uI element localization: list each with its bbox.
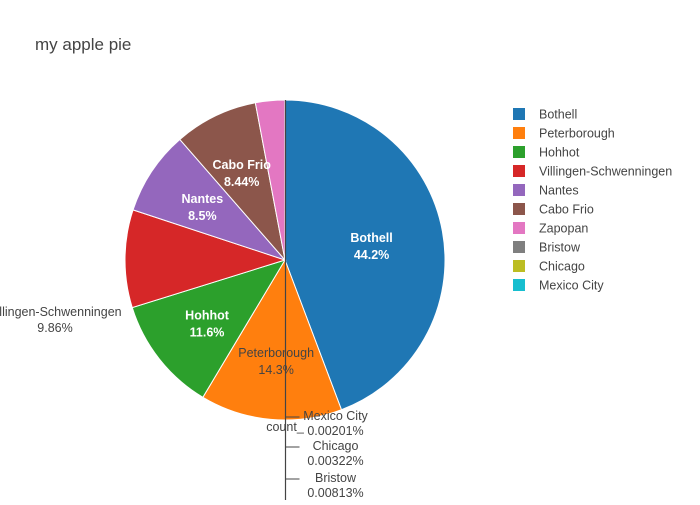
slice-label-mexico-city: Mexico City <box>303 409 368 423</box>
legend-swatch <box>513 222 525 234</box>
slice-label-nantes: Nantes <box>182 192 224 206</box>
legend-swatch <box>513 241 525 253</box>
legend-swatch <box>513 184 525 196</box>
legend-label: Hohhot <box>539 146 580 160</box>
legend-item-bothell[interactable]: Bothell <box>513 108 577 122</box>
legend-item-hohhot[interactable]: Hohhot <box>513 146 580 160</box>
slice-label-cabo-frio: Cabo Frio <box>213 158 272 172</box>
slice-percent-villingen-schwenningen: 9.86% <box>37 321 72 335</box>
slice-percent-chicago: 0.00322% <box>307 454 363 468</box>
legend-label: Bristow <box>539 241 581 255</box>
legend-label: Bothell <box>539 108 577 122</box>
chart-title: my apple pie <box>35 35 131 54</box>
legend-label: Nantes <box>539 184 579 198</box>
legend[interactable]: Bothell Peterborough Hohhot Villingen-Schwe… <box>513 108 672 293</box>
slice-percent-cabo-frio: 8.44% <box>224 175 259 189</box>
legend-swatch <box>513 279 525 291</box>
legend-label: Peterborough <box>539 127 615 141</box>
slice-label-bothell: Bothell <box>350 231 392 245</box>
slice-percent-hohhot: 11.6% <box>190 325 225 339</box>
legend-item-mexico-city[interactable]: Mexico City <box>513 279 604 293</box>
slice-label-villingen-schwenningen: Villingen-Schwenningen <box>0 305 122 319</box>
legend-swatch <box>513 203 525 215</box>
slice-label-bristow: Bristow <box>315 471 357 485</box>
slice-label-peterborough: Peterborough <box>238 346 314 360</box>
legend-swatch <box>513 260 525 272</box>
legend-swatch <box>513 108 525 120</box>
legend-item-bristow[interactable]: Bristow <box>513 241 581 255</box>
legend-item-zapopan[interactable]: Zapopan <box>513 222 588 236</box>
slice-percent-bristow: 0.00813% <box>307 486 363 500</box>
slice-percent-nantes: 8.5% <box>188 209 217 223</box>
legend-swatch <box>513 146 525 158</box>
legend-label: Zapopan <box>539 222 588 236</box>
slice-percent-peterborough: 14.3% <box>258 363 293 377</box>
legend-item-cabo-frio[interactable]: Cabo Frio <box>513 203 594 217</box>
legend-label: Chicago <box>539 260 585 274</box>
legend-item-peterborough[interactable]: Peterborough <box>513 127 615 141</box>
legend-label: Mexico City <box>539 279 604 293</box>
legend-item-villingen-schwenningen[interactable]: Villingen-Schwenningen <box>513 165 672 179</box>
legend-label: Villingen-Schwenningen <box>539 165 672 179</box>
slice-label-hohhot: Hohhot <box>185 308 230 322</box>
legend-swatch <box>513 165 525 177</box>
slice-percent-bothell: 44.2% <box>354 248 389 262</box>
slice-percent-mexico-city: 0.00201% <box>307 424 363 438</box>
legend-swatch <box>513 127 525 139</box>
legend-label: Cabo Frio <box>539 203 594 217</box>
slice-label-chicago: Chicago <box>313 439 359 453</box>
legend-item-nantes[interactable]: Nantes <box>513 184 579 198</box>
legend-item-chicago[interactable]: Chicago <box>513 260 585 274</box>
